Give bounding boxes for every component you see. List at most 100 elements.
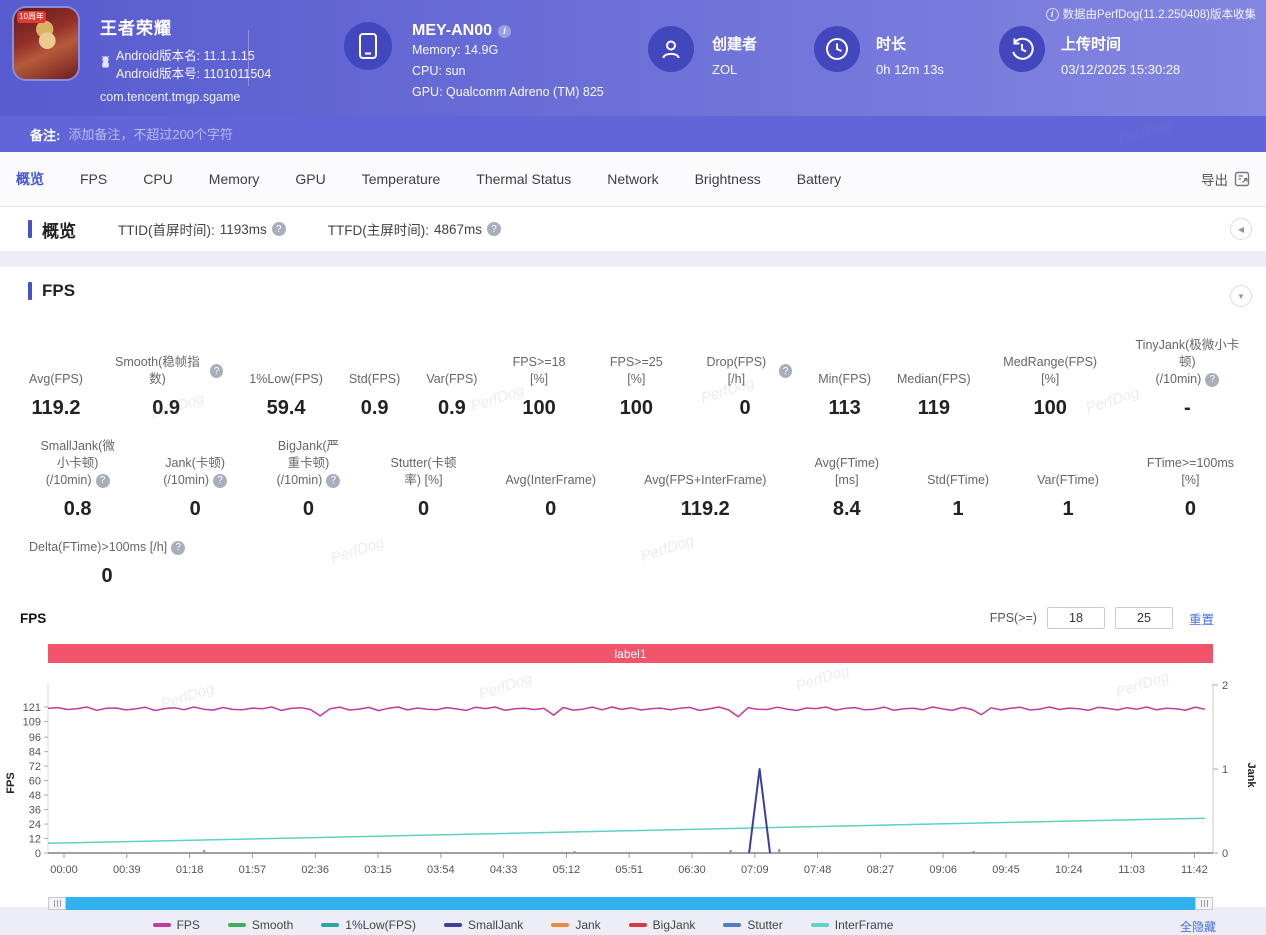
- collapse-down-button[interactable]: ▼: [1230, 285, 1252, 307]
- overview-title-text: 概览: [42, 217, 76, 242]
- metric-stutter: Stutter(卡顿率) [%]0: [366, 455, 482, 521]
- reset-button[interactable]: 重置: [1189, 609, 1214, 628]
- metric-value: 113: [818, 397, 871, 420]
- help-icon[interactable]: ?: [213, 474, 227, 488]
- package-name: com.tencent.tmgp.sgame: [100, 90, 271, 104]
- threshold-label: FPS(>=): [990, 611, 1037, 625]
- metric-std-ftime: Std(FTime)1: [903, 455, 1013, 521]
- device-gpu: GPU: Qualcomm Adreno (TM) 825: [412, 82, 604, 103]
- legend-label: 1%Low(FPS): [345, 918, 416, 932]
- x-tick-label: 09:45: [992, 864, 1020, 876]
- y-left-tick-label: 48: [29, 790, 41, 802]
- legend-item-1-low-fps[interactable]: 1%Low(FPS): [321, 918, 416, 932]
- help-icon[interactable]: ?: [272, 222, 286, 236]
- scrollbar-fill[interactable]: [66, 897, 1195, 910]
- metric-label: Drop(FPS) [/h]?: [698, 354, 792, 388]
- x-tick-label: 10:24: [1055, 864, 1083, 876]
- help-icon[interactable]: ?: [210, 364, 223, 378]
- metric-label-line1: Median(FPS): [897, 371, 971, 388]
- y-left-tick-label: 12: [29, 834, 41, 846]
- series-interframe: [48, 818, 1205, 843]
- y-left-tick-label: 84: [29, 747, 41, 759]
- tab-memory[interactable]: Memory: [209, 171, 260, 187]
- metric-label-line1: SmallJank(微小卡顿): [40, 438, 115, 472]
- metric-label: FPS>=25 [%]: [601, 354, 672, 388]
- threshold-input-1[interactable]: [1047, 607, 1105, 629]
- y-right-axis-title: Jank: [1245, 762, 1257, 788]
- help-icon[interactable]: ?: [487, 222, 501, 236]
- overview-title: 概览: [28, 217, 76, 242]
- help-icon[interactable]: ?: [779, 364, 792, 378]
- help-icon[interactable]: ?: [1205, 373, 1219, 387]
- metric-label: Avg(FPS): [29, 354, 83, 388]
- collapse-left-button[interactable]: ◀: [1230, 218, 1252, 240]
- metric-tinyjank: TinyJank(极微小卡顿)(/10min)?-: [1117, 337, 1258, 420]
- threshold-input-2[interactable]: [1115, 607, 1173, 629]
- legend-item-interframe[interactable]: InterFrame: [811, 918, 894, 932]
- device-cpu: CPU: sun: [412, 61, 604, 82]
- chart-label-banner: label1: [48, 644, 1213, 663]
- perfdog-version-note: i 数据由PerfDog(11.2.250408)版本收集: [1046, 6, 1256, 22]
- tab-battery[interactable]: Battery: [797, 171, 841, 187]
- y-right-tick-label: 0: [1222, 848, 1228, 860]
- help-icon[interactable]: ?: [326, 474, 340, 488]
- metric-value: -: [1130, 397, 1245, 420]
- help-icon[interactable]: ?: [171, 541, 185, 555]
- scrollbar-left-handle[interactable]: [48, 897, 66, 910]
- tab-gpu[interactable]: GPU: [295, 171, 325, 187]
- device-info-icon[interactable]: i: [498, 25, 511, 38]
- metric-label-line1: MedRange(FPS)[%]: [997, 354, 1104, 388]
- legend-item-smalljank[interactable]: SmallJank: [444, 918, 523, 932]
- report-header: 10周年 王者荣耀 Android版本名: 11.1.1.15 Android版…: [0, 0, 1266, 116]
- tab-[interactable]: 概览: [16, 169, 44, 189]
- legend-label: Smooth: [252, 918, 293, 932]
- legend-item-fps[interactable]: FPS: [153, 918, 200, 932]
- y-left-tick-label: 0: [35, 848, 41, 860]
- device-model-value: MEY-AN00: [412, 22, 492, 40]
- remark-input[interactable]: [68, 127, 668, 142]
- metric-label: BigJank(严重卡顿)(/10min)?: [275, 438, 342, 489]
- legend-marker: [321, 923, 339, 927]
- device-memory: Memory: 14.9G: [412, 40, 604, 61]
- metric-label-line1: Std(FPS): [349, 371, 400, 388]
- metric-label-line1: Avg(FPS+InterFrame): [644, 472, 766, 489]
- y-left-tick-label: 121: [23, 702, 41, 714]
- export-button[interactable]: 导出: [1201, 169, 1250, 189]
- chart-scrollbar[interactable]: [48, 897, 1213, 910]
- legend-label: BigJank: [653, 918, 696, 932]
- metric-avg-interframe: Avg(InterFrame)0: [481, 455, 620, 521]
- android-version-name-label: Android版本名:: [116, 49, 200, 63]
- x-tick-label: 00:00: [50, 864, 78, 876]
- fps-line-chart[interactable]: 01224364860728496109121012FPSJank00:0000…: [0, 675, 1266, 895]
- tab-fps[interactable]: FPS: [80, 171, 107, 187]
- series-fps: [48, 707, 1205, 717]
- hide-all-link[interactable]: 全隐藏: [1180, 918, 1216, 935]
- x-tick-label: 04:33: [490, 864, 518, 876]
- metric-label: Avg(FPS+InterFrame): [644, 455, 766, 489]
- scrollbar-right-handle[interactable]: [1195, 897, 1213, 910]
- tab-cpu[interactable]: CPU: [143, 171, 173, 187]
- android-version-code-value: 1101011504: [204, 67, 272, 81]
- legend-item-bigjank[interactable]: BigJank: [629, 918, 696, 932]
- fps-threshold-controls: FPS(>=) 重置: [990, 607, 1214, 629]
- title-accent-bar: [28, 282, 32, 300]
- legend-item-smooth[interactable]: Smooth: [228, 918, 293, 932]
- metric-value: 1: [927, 498, 989, 521]
- y-left-tick-label: 96: [29, 732, 41, 744]
- legend-item-stutter[interactable]: Stutter: [723, 918, 782, 932]
- metric-value: 0: [29, 565, 185, 588]
- duration-value: 0h 12m 13s: [876, 62, 944, 77]
- tab-network[interactable]: Network: [607, 171, 658, 187]
- metric-avg-fps: Avg(FPS)119.2: [16, 354, 96, 420]
- duration-clock-icon: [814, 26, 860, 72]
- metric-label-line2: (/10min)?: [163, 472, 227, 489]
- legend-item-jank[interactable]: Jank: [551, 918, 600, 932]
- tab-brightness[interactable]: Brightness: [695, 171, 761, 187]
- y-right-tick-label: 2: [1222, 680, 1228, 692]
- help-icon[interactable]: ?: [96, 474, 110, 488]
- tab-thermal-status[interactable]: Thermal Status: [476, 171, 571, 187]
- tab-temperature[interactable]: Temperature: [362, 171, 441, 187]
- metric-ftime-100ms: FTime>=100ms [%]0: [1123, 455, 1258, 521]
- metric-value: 0.9: [426, 397, 477, 420]
- metric-label: Var(FTime): [1037, 455, 1099, 489]
